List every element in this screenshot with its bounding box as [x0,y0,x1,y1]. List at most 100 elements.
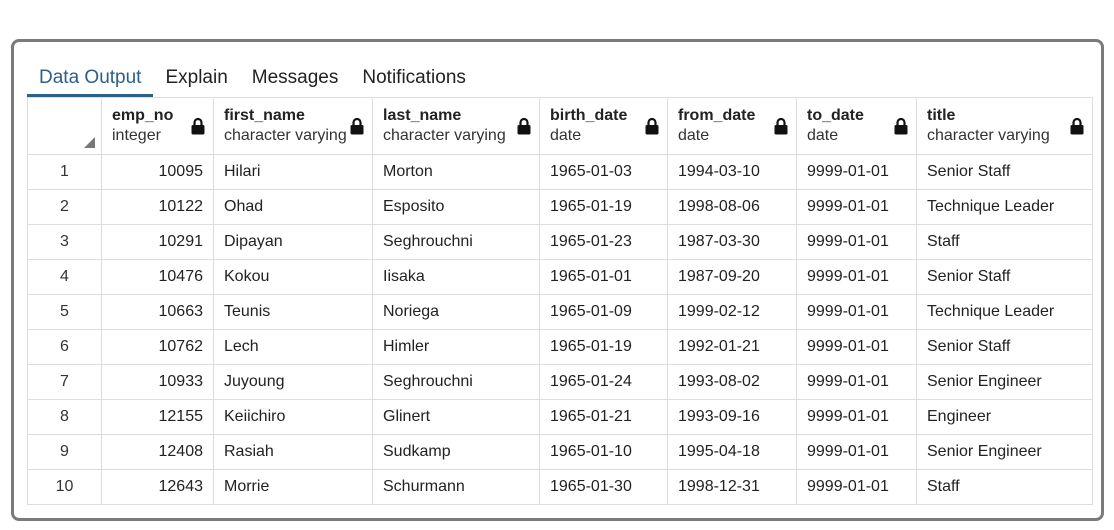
cell-title[interactable]: Engineer [916,399,1093,435]
cell-last-name[interactable]: Schurmann [372,469,540,505]
table-row[interactable]: 3 10291 Dipayan Seghrouchni 1965-01-23 1987-0… [27,224,1093,260]
cell-emp-no[interactable]: 10291 [101,224,214,260]
cell-last-name[interactable]: Seghrouchni [372,224,540,260]
cell-title[interactable]: Senior Engineer [916,364,1093,400]
cell-first-name[interactable]: Kokou [213,259,373,295]
cell-birth-date[interactable]: 1965-01-09 [539,294,668,330]
table-row[interactable]: 9 12408 Rasiah Sudkamp 1965-01-10 1995-04-18 9… [27,434,1093,470]
tab-explain[interactable]: Explain [165,67,228,88]
cell-title[interactable]: Senior Staff [916,329,1093,365]
cell-to-date[interactable]: 9999-01-01 [796,294,917,330]
cell-title[interactable]: Staff [916,224,1093,260]
cell-last-name[interactable]: Glinert [372,399,540,435]
cell-title[interactable]: Senior Engineer [916,434,1093,470]
table-row[interactable]: 7 10933 Juyoung Seghrouchni 1965-01-24 1993-0… [27,364,1093,400]
cell-title[interactable]: Senior Staff [916,259,1093,295]
cell-to-date[interactable]: 9999-01-01 [796,364,917,400]
cell-emp-no[interactable]: 10095 [101,154,214,190]
row-number[interactable]: 1 [27,154,102,190]
cell-first-name[interactable]: Juyoung [213,364,373,400]
cell-birth-date[interactable]: 1965-01-30 [539,469,668,505]
cell-from-date[interactable]: 1987-03-30 [667,224,797,260]
cell-last-name[interactable]: Seghrouchni [372,364,540,400]
row-number[interactable]: 6 [27,329,102,365]
cell-from-date[interactable]: 1992-01-21 [667,329,797,365]
cell-last-name[interactable]: Himler [372,329,540,365]
table-row[interactable]: 10 12643 Morrie Schurmann 1965-01-30 1998-12-… [27,469,1093,505]
cell-last-name[interactable]: Morton [372,154,540,190]
table-row[interactable]: 2 10122 Ohad Esposito 1965-01-19 1998-08-06 99… [27,189,1093,225]
cell-title[interactable]: Staff [916,469,1093,505]
cell-last-name[interactable]: Esposito [372,189,540,225]
cell-to-date[interactable]: 9999-01-01 [796,399,917,435]
cell-emp-no[interactable]: 10762 [101,329,214,365]
cell-from-date[interactable]: 1999-02-12 [667,294,797,330]
cell-to-date[interactable]: 9999-01-01 [796,329,917,365]
cell-from-date[interactable]: 1998-12-31 [667,469,797,505]
row-number[interactable]: 7 [27,364,102,400]
cell-first-name[interactable]: Keiichiro [213,399,373,435]
column-header[interactable]: emp_no integer [101,97,214,155]
cell-emp-no[interactable]: 12155 [101,399,214,435]
cell-birth-date[interactable]: 1965-01-24 [539,364,668,400]
cell-to-date[interactable]: 9999-01-01 [796,434,917,470]
row-number[interactable]: 5 [27,294,102,330]
cell-emp-no[interactable]: 10933 [101,364,214,400]
cell-birth-date[interactable]: 1965-01-23 [539,224,668,260]
cell-title[interactable]: Senior Staff [916,154,1093,190]
table-row[interactable]: 6 10762 Lech Himler 1965-01-19 1992-01-21 9999… [27,329,1093,365]
column-header[interactable]: to_date date [796,97,917,155]
cell-last-name[interactable]: Iisaka [372,259,540,295]
cell-last-name[interactable]: Sudkamp [372,434,540,470]
row-number[interactable]: 9 [27,434,102,470]
tab-data-output[interactable]: Data Output [27,67,154,97]
column-header[interactable]: from_date date [667,97,797,155]
cell-birth-date[interactable]: 1965-01-01 [539,259,668,295]
cell-from-date[interactable]: 1995-04-18 [667,434,797,470]
column-header[interactable]: last_name character varying [372,97,540,155]
cell-birth-date[interactable]: 1965-01-19 [539,329,668,365]
tab-notifications[interactable]: Notifications [362,67,466,88]
cell-first-name[interactable]: Teunis [213,294,373,330]
select-all-corner[interactable] [27,97,102,155]
cell-emp-no[interactable]: 10122 [101,189,214,225]
row-number[interactable]: 10 [27,469,102,505]
cell-title[interactable]: Technique Leader [916,294,1093,330]
cell-emp-no[interactable]: 10476 [101,259,214,295]
cell-to-date[interactable]: 9999-01-01 [796,469,917,505]
cell-birth-date[interactable]: 1965-01-19 [539,189,668,225]
cell-first-name[interactable]: Ohad [213,189,373,225]
cell-to-date[interactable]: 9999-01-01 [796,189,917,225]
cell-from-date[interactable]: 1993-08-02 [667,364,797,400]
cell-first-name[interactable]: Morrie [213,469,373,505]
cell-first-name[interactable]: Hilari [213,154,373,190]
row-number[interactable]: 2 [27,189,102,225]
cell-to-date[interactable]: 9999-01-01 [796,224,917,260]
cell-birth-date[interactable]: 1965-01-21 [539,399,668,435]
column-header[interactable]: birth_date date [539,97,668,155]
row-number[interactable]: 3 [27,224,102,260]
cell-from-date[interactable]: 1993-09-16 [667,399,797,435]
cell-birth-date[interactable]: 1965-01-03 [539,154,668,190]
cell-from-date[interactable]: 1994-03-10 [667,154,797,190]
row-number[interactable]: 8 [27,399,102,435]
cell-title[interactable]: Technique Leader [916,189,1093,225]
cell-birth-date[interactable]: 1965-01-10 [539,434,668,470]
table-row[interactable]: 8 12155 Keiichiro Glinert 1965-01-21 1993-09-… [27,399,1093,435]
cell-to-date[interactable]: 9999-01-01 [796,154,917,190]
column-header[interactable]: first_name character varying [213,97,373,155]
cell-first-name[interactable]: Rasiah [213,434,373,470]
cell-to-date[interactable]: 9999-01-01 [796,259,917,295]
table-row[interactable]: 5 10663 Teunis Noriega 1965-01-09 1999-02-12 9… [27,294,1093,330]
cell-emp-no[interactable]: 12643 [101,469,214,505]
cell-emp-no[interactable]: 10663 [101,294,214,330]
cell-first-name[interactable]: Lech [213,329,373,365]
cell-emp-no[interactable]: 12408 [101,434,214,470]
table-row[interactable]: 1 10095 Hilari Morton 1965-01-03 1994-03-10 99… [27,154,1093,190]
cell-from-date[interactable]: 1998-08-06 [667,189,797,225]
cell-from-date[interactable]: 1987-09-20 [667,259,797,295]
cell-last-name[interactable]: Noriega [372,294,540,330]
row-number[interactable]: 4 [27,259,102,295]
table-row[interactable]: 4 10476 Kokou Iisaka 1965-01-01 1987-09-20 999… [27,259,1093,295]
tab-messages[interactable]: Messages [251,67,339,88]
